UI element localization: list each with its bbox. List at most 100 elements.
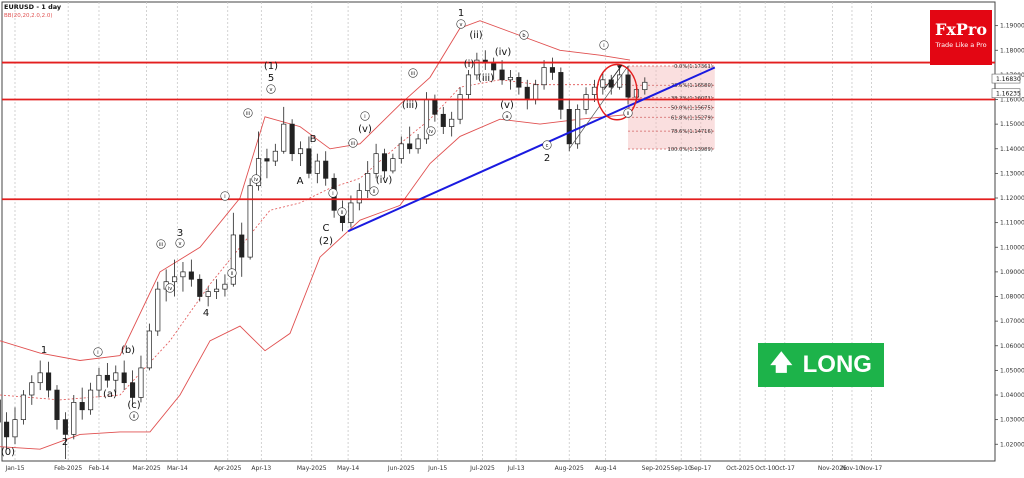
- candle-body: [38, 373, 42, 383]
- candle-body: [357, 191, 361, 203]
- candle-body: [491, 63, 495, 70]
- wave-label: (iii): [478, 73, 494, 84]
- wave-label: b: [522, 33, 525, 39]
- wave-label: iii: [159, 242, 163, 248]
- candle-body: [307, 149, 311, 174]
- wave-label: i: [364, 114, 365, 120]
- candle-body: [114, 373, 118, 380]
- wave-label: (iii): [402, 100, 418, 111]
- x-tick-label: Oct-2025: [726, 465, 754, 472]
- y-tick-label: 1.02000: [1000, 441, 1024, 448]
- x-tick-label: May-2025: [297, 465, 327, 472]
- candle-body: [248, 186, 252, 257]
- candle-body: [72, 402, 76, 434]
- wave-label: 1: [458, 8, 464, 19]
- y-tick-label: 1.04000: [1000, 392, 1024, 399]
- y-tick-label: 1.03000: [1000, 417, 1024, 424]
- y-tick-label: 1.13000: [1000, 170, 1024, 177]
- wave-label: 3: [177, 228, 183, 239]
- candle-body: [172, 277, 176, 282]
- brand-name: FxPro: [930, 20, 992, 39]
- wave-label: i: [603, 43, 604, 49]
- wave-label: a: [505, 114, 508, 120]
- wave-label: v: [270, 87, 273, 93]
- candle-body: [517, 77, 521, 87]
- wave-label: iv: [168, 286, 172, 292]
- x-tick-label: Jul-13: [507, 465, 525, 472]
- candle-body: [214, 289, 218, 291]
- wave-label: i: [224, 194, 225, 200]
- wave-label: (ii): [469, 30, 482, 41]
- x-tick-label: May-14: [337, 465, 359, 472]
- candle-body: [391, 159, 395, 171]
- wave-label: iii: [411, 71, 415, 77]
- x-tick-label: Oct-10: [755, 465, 775, 472]
- candle-body: [240, 235, 244, 257]
- x-tick-label: Jun-15: [427, 465, 447, 472]
- arrow-up-icon: 🡅: [770, 346, 793, 384]
- y-tick-label: 1.07000: [1000, 318, 1024, 325]
- wave-label: (1): [264, 61, 278, 72]
- candle-body: [559, 72, 563, 109]
- wave-label: iv: [254, 177, 258, 183]
- candle-body: [105, 375, 109, 380]
- wave-label: A: [297, 176, 304, 187]
- candle-body: [399, 144, 403, 159]
- candle-body: [449, 119, 453, 126]
- wave-label: (c): [127, 400, 140, 411]
- x-tick-label: Mar-14: [167, 465, 188, 472]
- wave-label: (iv): [495, 47, 512, 58]
- long-signal-badge: 🡅 LONG: [758, 343, 884, 387]
- candle-body: [206, 292, 210, 297]
- y-tick-label: 1.19000: [1000, 23, 1024, 30]
- candle-body: [80, 402, 84, 409]
- candle-body: [609, 80, 613, 87]
- x-tick-label: Jul-2025: [469, 465, 495, 472]
- indicator-label: BB(20,20,2.0,2.0): [4, 13, 53, 19]
- y-tick-label: 1.11000: [1000, 220, 1024, 227]
- wave-label: (v): [500, 100, 514, 111]
- wave-label: (a): [103, 389, 117, 400]
- wave-label: B: [310, 134, 317, 145]
- x-tick-label: Feb-2025: [54, 465, 82, 472]
- candle-body: [592, 87, 596, 94]
- candle-body: [290, 124, 294, 154]
- wave-label: ii: [231, 271, 234, 277]
- candle-body: [4, 422, 8, 437]
- candle-body: [601, 80, 605, 87]
- y-tick-label: 1.15000: [1000, 121, 1024, 128]
- candle-body: [382, 154, 386, 171]
- candle-body: [567, 109, 571, 143]
- wave-label: (v): [358, 124, 372, 135]
- wave-label: c: [546, 143, 549, 149]
- candle-body: [533, 85, 537, 100]
- wave-label: (b): [121, 345, 135, 356]
- y-tick-label: 1.09000: [1000, 269, 1024, 276]
- fib-level-label: 78.6%(1.14716): [671, 129, 713, 135]
- candle-body: [198, 279, 202, 296]
- price-label: 1.16235: [996, 91, 1021, 98]
- y-tick-label: 1.08000: [1000, 294, 1024, 301]
- x-tick-label: Aug-14: [595, 465, 617, 472]
- x-tick-label: Nov-17: [861, 465, 883, 472]
- fib-level-label: 61.8%(1.15279): [671, 115, 713, 121]
- candle-body: [282, 124, 286, 151]
- candle-body: [500, 70, 504, 80]
- candle-body: [13, 420, 17, 437]
- y-tick-label: 1.18000: [1000, 47, 1024, 54]
- y-tick-label: 1.14000: [1000, 146, 1024, 153]
- candle-body: [88, 390, 92, 410]
- candle-body: [407, 144, 411, 149]
- wave-label: 4: [203, 308, 209, 319]
- x-tick-label: Nov-10: [841, 465, 863, 472]
- candle-body: [441, 114, 445, 126]
- candle-body: [416, 139, 420, 149]
- candle-body: [223, 284, 227, 289]
- candle-body: [30, 383, 34, 395]
- wave-label: (i): [464, 59, 475, 70]
- candle-body: [298, 149, 302, 154]
- wave-label: iii: [351, 141, 355, 147]
- candle-body: [374, 154, 378, 174]
